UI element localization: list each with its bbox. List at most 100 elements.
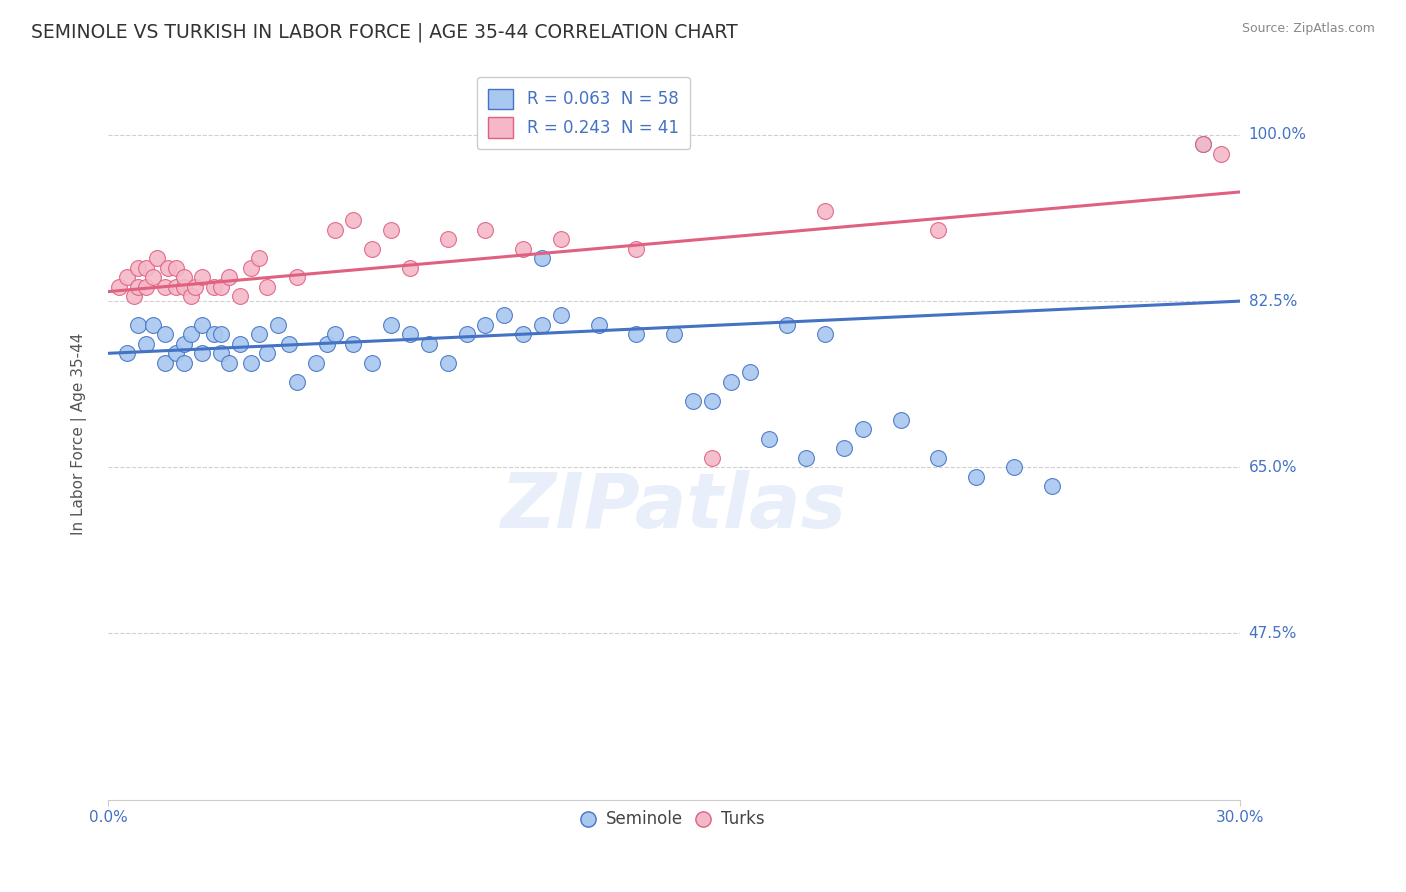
- Point: [135, 260, 157, 275]
- Point: [218, 270, 240, 285]
- Point: [399, 327, 422, 342]
- Point: [202, 327, 225, 342]
- Point: [588, 318, 610, 332]
- Point: [218, 356, 240, 370]
- Text: ZIPatlas: ZIPatlas: [501, 470, 848, 544]
- Point: [700, 393, 723, 408]
- Point: [361, 356, 384, 370]
- Point: [832, 442, 855, 456]
- Point: [700, 450, 723, 465]
- Point: [1040, 479, 1063, 493]
- Point: [927, 450, 949, 465]
- Point: [267, 318, 290, 332]
- Point: [173, 270, 195, 285]
- Text: 82.5%: 82.5%: [1249, 293, 1296, 309]
- Point: [512, 242, 534, 256]
- Text: SEMINOLE VS TURKISH IN LABOR FORCE | AGE 35-44 CORRELATION CHART: SEMINOLE VS TURKISH IN LABOR FORCE | AGE…: [31, 22, 738, 42]
- Point: [165, 280, 187, 294]
- Point: [247, 252, 270, 266]
- Point: [682, 393, 704, 408]
- Point: [173, 356, 195, 370]
- Text: Source: ZipAtlas.com: Source: ZipAtlas.com: [1241, 22, 1375, 36]
- Point: [209, 280, 232, 294]
- Point: [173, 336, 195, 351]
- Point: [361, 242, 384, 256]
- Text: 65.0%: 65.0%: [1249, 459, 1298, 475]
- Point: [229, 289, 252, 303]
- Point: [285, 270, 308, 285]
- Point: [738, 365, 761, 379]
- Point: [316, 336, 339, 351]
- Point: [814, 203, 837, 218]
- Point: [142, 270, 165, 285]
- Point: [531, 252, 554, 266]
- Point: [380, 318, 402, 332]
- Point: [626, 242, 648, 256]
- Point: [474, 223, 496, 237]
- Text: 100.0%: 100.0%: [1249, 128, 1306, 143]
- Point: [209, 327, 232, 342]
- Point: [342, 336, 364, 351]
- Point: [776, 318, 799, 332]
- Point: [202, 280, 225, 294]
- Point: [146, 252, 169, 266]
- Point: [153, 280, 176, 294]
- Point: [720, 375, 742, 389]
- Text: 47.5%: 47.5%: [1249, 626, 1296, 640]
- Point: [852, 422, 875, 436]
- Point: [456, 327, 478, 342]
- Point: [418, 336, 440, 351]
- Point: [814, 327, 837, 342]
- Point: [550, 232, 572, 246]
- Point: [135, 336, 157, 351]
- Point: [256, 346, 278, 360]
- Point: [115, 346, 138, 360]
- Point: [626, 327, 648, 342]
- Point: [1191, 137, 1213, 152]
- Point: [124, 289, 146, 303]
- Point: [229, 336, 252, 351]
- Point: [890, 413, 912, 427]
- Point: [399, 260, 422, 275]
- Point: [127, 260, 149, 275]
- Point: [494, 309, 516, 323]
- Point: [1211, 147, 1233, 161]
- Point: [108, 280, 131, 294]
- Point: [1002, 460, 1025, 475]
- Point: [135, 280, 157, 294]
- Point: [927, 223, 949, 237]
- Point: [531, 318, 554, 332]
- Point: [794, 450, 817, 465]
- Point: [127, 318, 149, 332]
- Point: [191, 270, 214, 285]
- Point: [173, 280, 195, 294]
- Point: [305, 356, 328, 370]
- Point: [436, 356, 458, 370]
- Point: [180, 327, 202, 342]
- Point: [142, 318, 165, 332]
- Point: [247, 327, 270, 342]
- Point: [165, 346, 187, 360]
- Point: [209, 346, 232, 360]
- Point: [342, 213, 364, 227]
- Point: [436, 232, 458, 246]
- Point: [191, 346, 214, 360]
- Y-axis label: In Labor Force | Age 35-44: In Labor Force | Age 35-44: [72, 333, 87, 535]
- Point: [550, 309, 572, 323]
- Point: [474, 318, 496, 332]
- Point: [285, 375, 308, 389]
- Point: [380, 223, 402, 237]
- Point: [165, 260, 187, 275]
- Point: [153, 327, 176, 342]
- Point: [157, 260, 180, 275]
- Point: [1191, 137, 1213, 152]
- Point: [758, 432, 780, 446]
- Point: [191, 318, 214, 332]
- Point: [115, 270, 138, 285]
- Point: [153, 356, 176, 370]
- Point: [184, 280, 207, 294]
- Legend: Seminole, Turks: Seminole, Turks: [576, 804, 772, 835]
- Point: [323, 327, 346, 342]
- Point: [256, 280, 278, 294]
- Point: [512, 327, 534, 342]
